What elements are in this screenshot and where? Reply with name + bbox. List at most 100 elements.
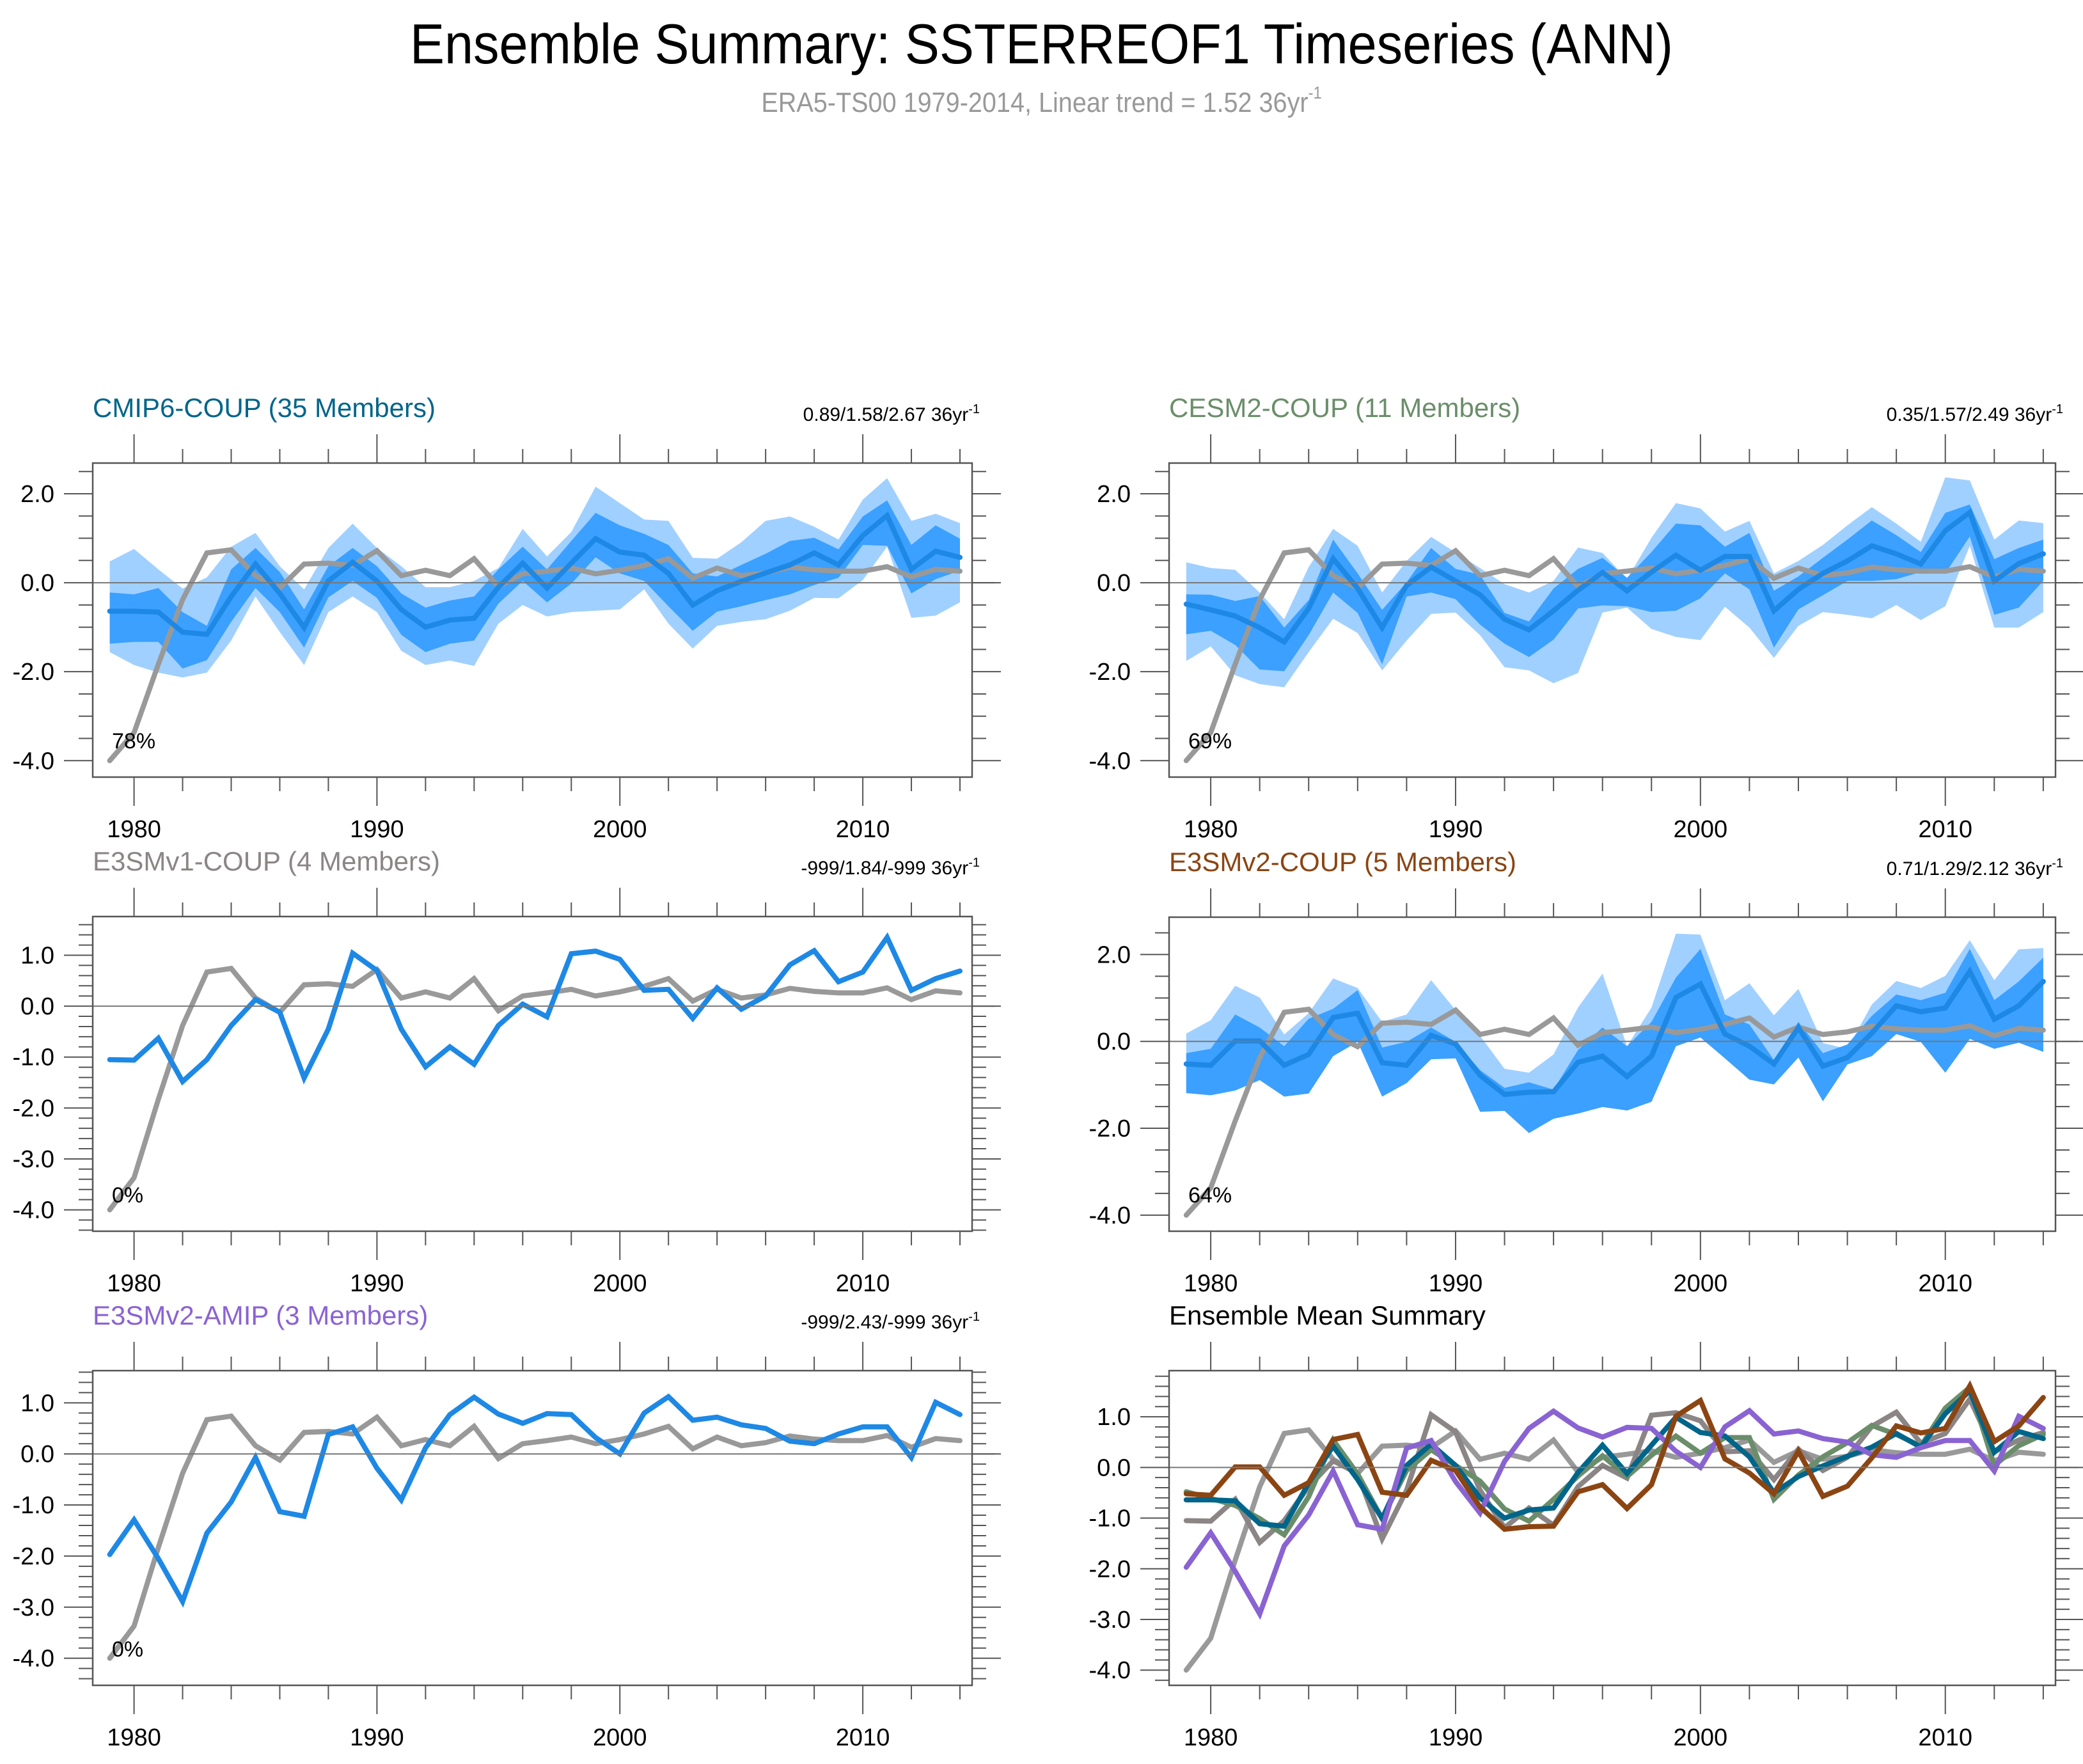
panel-title: CMIP6-COUP (35 Members) (93, 393, 436, 423)
y-tick-label: -2.0 (1089, 659, 1131, 686)
y-tick-label: -3.0 (1089, 1607, 1131, 1634)
summary-line-cmip6-coup (1183, 1386, 2046, 1529)
inner-spread-band (109, 500, 961, 669)
ensemble-mean-line (107, 1393, 963, 1608)
x-tick-label: 1980 (1184, 816, 1238, 843)
y-tick-label: -4.0 (1089, 1202, 1131, 1229)
plot-area (1183, 933, 2046, 1218)
x-tick-label: 1980 (1184, 1724, 1238, 1751)
y-tick-label: 0.0 (20, 570, 54, 597)
y-tick-label: -3.0 (13, 1595, 54, 1621)
figure-title: Ensemble Summary: SSTERREOF1 Timeseries … (410, 12, 1673, 75)
x-tick-label: 2010 (836, 1724, 890, 1751)
panel-e3smv1: E3SMv1-COUP (4 Members) -999/1.84/-999 36… (13, 846, 1001, 1297)
inner-spread-band (1186, 504, 2043, 672)
x-tick-label: 2000 (1674, 1270, 1728, 1297)
ensemble-mean-line (107, 511, 963, 638)
y-tick-label: -2.0 (13, 659, 54, 686)
percent-label: 64% (1188, 1183, 1232, 1208)
ensemble-mean-line (107, 932, 963, 1086)
panel-title: E3SMv2-COUP (5 Members) (1169, 847, 1516, 877)
trend-superscript: -1 (968, 402, 980, 416)
y-tick-label: 0.0 (20, 1441, 54, 1468)
trend-superscript: -1 (2052, 856, 2063, 870)
trend-superscript: -1 (968, 1310, 980, 1324)
trend-label: -999/1.84/-999 36yr-1 (801, 856, 980, 879)
obs-line (1183, 1006, 2046, 1218)
ensemble-mean-line (1183, 508, 2046, 645)
trend-label: -999/2.43/-999 36yr-1 (801, 1310, 980, 1333)
plot-frame (1168, 1369, 2057, 1687)
y-tick-label: 0.0 (20, 993, 54, 1020)
figure-subtitle: ERA5-TS00 1979-2014, Linear trend = 1.52… (104, 83, 1979, 119)
trend-value: -999/2.43/-999 36yr (801, 1312, 968, 1333)
y-tick-label: 1.0 (1097, 1404, 1131, 1431)
subtitle-text: ERA5-TS00 1979-2014, Linear trend = 1.52… (761, 87, 1309, 119)
y-tick-label: -4.0 (1089, 748, 1131, 775)
x-tick-label: 1980 (107, 1270, 161, 1297)
plot-area (107, 932, 963, 1213)
plot-area (1183, 477, 2046, 764)
percent-label: 69% (1188, 729, 1232, 753)
obs-line (107, 1413, 963, 1661)
panel-title: CESM2-COUP (11 Members) (1169, 393, 1520, 423)
y-tick-label: 0.0 (1097, 1028, 1131, 1055)
x-tick-label: 2010 (836, 816, 890, 843)
x-tick-label: 1980 (1184, 1270, 1238, 1297)
y-tick-label: -3.0 (13, 1146, 54, 1173)
summary-line-e3smv1-coup (1183, 1394, 2046, 1547)
plot-area (1183, 1380, 2046, 1673)
x-tick-label: 2010 (836, 1270, 890, 1297)
x-tick-label: 1990 (350, 1724, 404, 1751)
trend-value: 0.89/1.58/2.67 36yr (803, 404, 969, 425)
panel-title: E3SMv2-AMIP (3 Members) (93, 1300, 428, 1330)
trend-superscript: -1 (968, 856, 980, 870)
plot-frame (91, 1369, 973, 1687)
plot-frame (1168, 462, 2057, 778)
trend-value: 0.35/1.57/2.49 36yr (1887, 404, 2052, 425)
summary-line-e3smv2-coup (1183, 1380, 2046, 1532)
y-tick-label: 2.0 (1097, 481, 1131, 508)
plot-area (107, 478, 963, 764)
plot-frame (91, 915, 973, 1232)
y-tick-label: 1.0 (20, 1390, 54, 1417)
y-tick-label: -1.0 (13, 1492, 54, 1519)
x-tick-label: 2000 (593, 1724, 647, 1751)
trend-value: -999/1.84/-999 36yr (801, 858, 968, 879)
panel-e3smv2-coup: E3SMv2-COUP (5 Members) 0.71/1.29/2.12 36… (1089, 847, 2083, 1297)
trend-label: 0.35/1.57/2.49 36yr-1 (1887, 402, 2063, 425)
y-tick-label: -2.0 (13, 1095, 54, 1122)
percent-label: 0% (112, 1637, 143, 1662)
x-tick-label: 2010 (1918, 1270, 1972, 1297)
subtitle-superscript: -1 (1308, 83, 1322, 102)
x-tick-label: 2000 (593, 1270, 647, 1297)
y-tick-label: 1.0 (20, 943, 54, 970)
x-tick-label: 1990 (1429, 1270, 1483, 1297)
y-tick-label: -2.0 (13, 1543, 54, 1570)
panel-title: Ensemble Mean Summary (1169, 1300, 1486, 1330)
y-tick-label: -4.0 (1089, 1657, 1131, 1684)
y-tick-label: -4.0 (13, 1197, 54, 1224)
y-tick-label: -1.0 (13, 1044, 54, 1071)
percent-label: 0% (112, 1183, 143, 1208)
y-tick-label: -2.0 (1089, 1556, 1131, 1583)
panel-cmip6: CMIP6-COUP (35 Members) 0.89/1.58/2.67 36… (13, 393, 1001, 843)
x-tick-label: 2000 (1674, 816, 1728, 843)
x-tick-label: 2000 (593, 816, 647, 843)
y-tick-label: -2.0 (1089, 1115, 1131, 1142)
ensemble-mean-line (1183, 966, 2046, 1098)
panel-cesm2: CESM2-COUP (11 Members) 0.35/1.57/2.49 36… (1089, 393, 2083, 843)
x-tick-label: 1990 (350, 1270, 404, 1297)
trend-label: 0.71/1.29/2.12 36yr-1 (1887, 856, 2063, 879)
x-tick-label: 2010 (1918, 816, 1972, 843)
panel-title: E3SMv1-COUP (4 Members) (93, 846, 440, 876)
y-tick-label: -4.0 (13, 1646, 54, 1673)
x-tick-label: 1980 (107, 816, 161, 843)
plot-frame (1168, 916, 2057, 1232)
plot-frame (91, 462, 973, 778)
obs-line (107, 965, 963, 1213)
trend-superscript: -1 (2052, 402, 2063, 416)
x-tick-label: 1980 (107, 1724, 161, 1751)
trend-label: 0.89/1.58/2.67 36yr-1 (803, 402, 980, 425)
